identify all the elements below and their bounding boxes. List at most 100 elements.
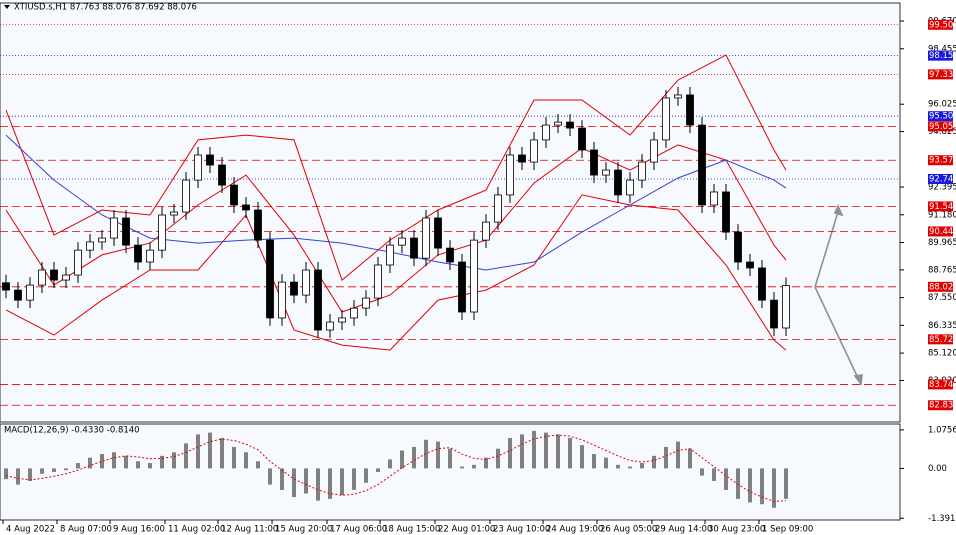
level-label-box — [928, 201, 953, 212]
x-tick-label: 30 Aug 23:00 — [708, 525, 765, 535]
x-tick-label: 17 Aug 06:00 — [330, 525, 387, 535]
candle-body — [50, 269, 58, 281]
y-tick-label: 94.825 — [928, 127, 956, 137]
x-tick-label: 9 Aug 16:00 — [113, 525, 165, 535]
y-tick-label: 0.00 — [928, 464, 947, 474]
level-label: 99.506 — [929, 20, 956, 30]
y-tick-label: 87.550 — [928, 293, 956, 303]
level-label-box — [928, 111, 953, 122]
macd-bar — [460, 466, 464, 469]
level-label-box — [928, 281, 953, 292]
level-label-box — [928, 173, 953, 184]
candle-body — [554, 121, 562, 126]
macd-bar — [568, 437, 572, 469]
level-label-box — [928, 379, 953, 390]
candle-body — [374, 264, 382, 299]
level-label: 93.571 — [929, 156, 956, 166]
candle-body — [14, 289, 22, 301]
x-tick-label: 11 Aug 02:00 — [168, 525, 225, 535]
y-tick-label: 88.765 — [928, 265, 956, 275]
macd-bar — [772, 468, 776, 508]
macd-bar — [232, 446, 236, 469]
level-label: 85.722 — [929, 335, 956, 345]
macd-bar — [520, 434, 524, 469]
macd-bar — [328, 468, 332, 499]
level-label-box — [928, 226, 953, 237]
macd-bar — [580, 445, 584, 469]
candle-body — [62, 274, 70, 281]
macd-bar — [64, 468, 68, 471]
level-label: 91.547 — [929, 202, 956, 212]
candle-body — [266, 239, 274, 319]
candle-body — [506, 154, 514, 196]
macd-bar — [544, 432, 548, 469]
level-label: 90.449 — [929, 227, 956, 237]
macd-bar — [676, 441, 680, 469]
y-tick-label: 89.965 — [928, 238, 956, 248]
y-tick-label: 86.335 — [928, 321, 956, 331]
macd-bar — [436, 441, 440, 469]
y-tick-label: 96.025 — [928, 100, 956, 110]
macd-bar — [76, 463, 80, 469]
macd-bar — [640, 463, 644, 469]
candle-body — [182, 179, 190, 213]
arrow-down — [814, 286, 859, 379]
x-tick-label: 12 Aug 11:00 — [221, 525, 278, 535]
x-tick-label: 29 Aug 14:00 — [655, 525, 712, 535]
candle-body — [434, 217, 442, 249]
macd-bar — [652, 455, 656, 469]
candle-body — [470, 239, 478, 313]
level-label-box — [928, 69, 953, 80]
candle-body — [194, 154, 202, 181]
macd-bar — [556, 434, 560, 469]
candle-body — [518, 154, 526, 163]
level-label: 92.748 — [929, 174, 956, 184]
macd-bar — [616, 464, 620, 469]
arrow-head — [833, 204, 844, 217]
signal-line — [5, 434, 787, 502]
candle-body — [146, 249, 154, 263]
macd-bar — [364, 468, 368, 483]
macd-bar — [28, 468, 32, 481]
macd-bar — [112, 452, 116, 469]
candle-body — [158, 214, 166, 251]
macd-panel — [0, 423, 901, 521]
candle-body — [134, 244, 142, 263]
macd-bar — [340, 468, 344, 496]
macd-bar — [736, 468, 740, 499]
candle-body — [218, 164, 226, 186]
projection-arrows — [814, 204, 863, 387]
macd-bar — [496, 448, 500, 469]
macd-bar — [304, 468, 308, 494]
macd-bar — [604, 457, 608, 469]
macd-bar — [100, 454, 104, 469]
candle-body — [446, 247, 454, 263]
symbol-marker — [4, 5, 10, 9]
macd-bar — [292, 468, 296, 498]
macd-bar — [724, 468, 728, 490]
candle-body — [698, 124, 706, 206]
arrow-up — [814, 211, 839, 288]
candle-body — [302, 269, 310, 296]
macd-bar — [400, 450, 404, 469]
candle-body — [662, 97, 670, 141]
macd-bar — [472, 464, 476, 469]
level-label: 88.024 — [929, 282, 956, 292]
candle-body — [206, 154, 214, 166]
macd-bar — [124, 455, 128, 469]
macd-bar — [208, 432, 212, 469]
macd-bar — [388, 459, 392, 469]
overlay-line — [5, 144, 787, 313]
macd-bar — [136, 461, 140, 469]
candle-body — [734, 231, 742, 263]
macd-bar — [196, 434, 200, 469]
candle-body — [254, 209, 262, 241]
candle-body — [458, 261, 466, 313]
macd-bar — [280, 468, 284, 490]
macd-bar — [148, 463, 152, 469]
candle-body — [38, 269, 46, 286]
y-tick-label: -1.3912 — [928, 514, 956, 524]
level-label: 82.834 — [929, 401, 956, 411]
macd-bar — [748, 468, 752, 503]
